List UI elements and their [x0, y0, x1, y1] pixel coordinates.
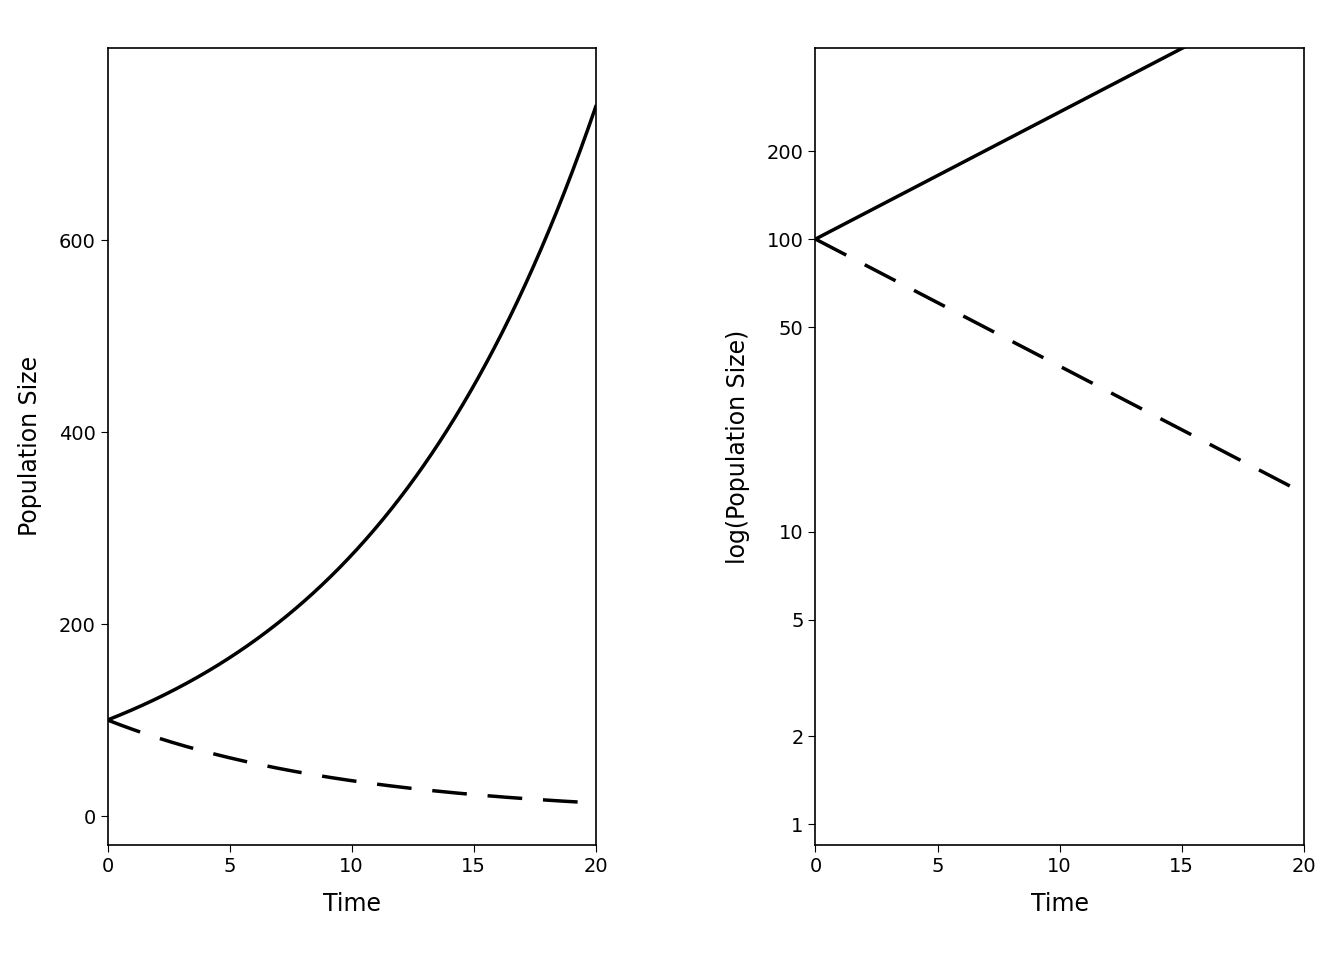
Y-axis label: log(Population Size): log(Population Size) [726, 329, 750, 564]
Y-axis label: Population Size: Population Size [19, 356, 42, 537]
X-axis label: Time: Time [1031, 892, 1089, 916]
X-axis label: Time: Time [323, 892, 380, 916]
